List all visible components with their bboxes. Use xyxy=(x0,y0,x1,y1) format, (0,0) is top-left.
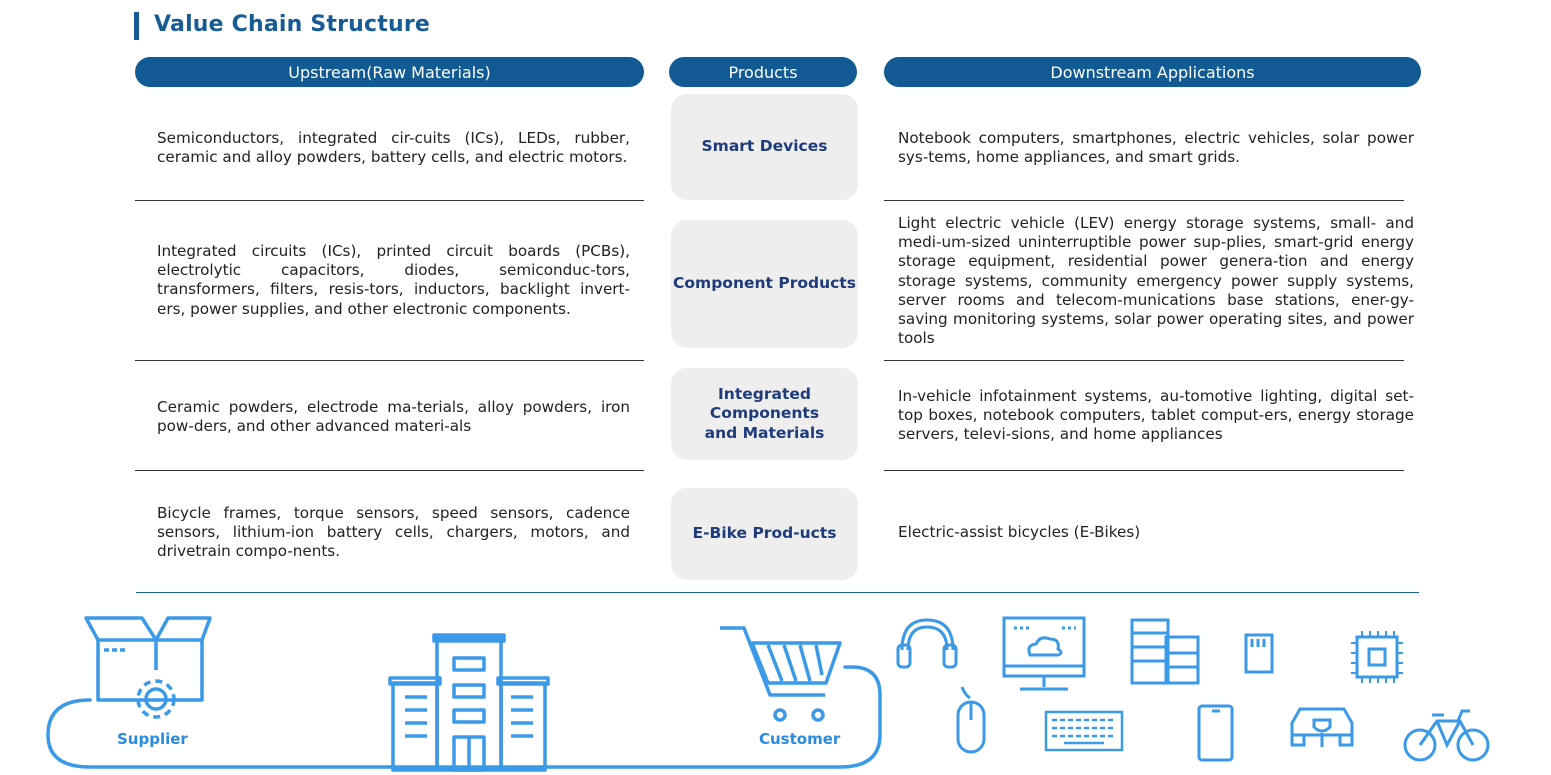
products-header: Products xyxy=(669,57,857,87)
box-gear-icon xyxy=(84,616,212,719)
row-divider-left xyxy=(135,470,644,471)
upstream-header: Upstream(Raw Materials) xyxy=(135,57,644,87)
downstream-cell-1: Notebook computers, smartphones, electri… xyxy=(898,129,1414,167)
upstream-cell-2: Integrated circuits (ICs), printed circu… xyxy=(157,242,630,318)
table-bottom-line xyxy=(136,592,1419,593)
smartphone-icon xyxy=(1197,704,1234,762)
customer-label: Customer xyxy=(759,730,841,748)
factory-building-icon xyxy=(388,633,550,772)
row-divider-right xyxy=(884,360,1404,361)
downstream-cell-3: In-vehicle infotainment systems, au-tomo… xyxy=(898,387,1414,444)
monitor-cloud-icon xyxy=(1002,616,1086,691)
flow-track xyxy=(46,665,882,769)
upstream-cell-4: Bicycle frames, torque sensors, speed se… xyxy=(157,504,630,561)
row-divider-left xyxy=(135,200,644,201)
value-chain-illustration xyxy=(46,616,1490,772)
row-divider-left xyxy=(135,360,644,361)
product-cell-2: Component Products xyxy=(671,220,858,348)
keyboard-icon xyxy=(1044,710,1124,752)
mouse-icon xyxy=(956,686,986,754)
supplier-label: Supplier xyxy=(117,730,188,748)
downstream-cell-4: Electric-assist bicycles (E-Bikes) xyxy=(898,523,1141,541)
server-rack-icon xyxy=(1130,618,1200,685)
title-accent-bar xyxy=(134,12,139,40)
bicycle-icon xyxy=(1403,709,1490,762)
page-title: Value Chain Structure xyxy=(154,12,431,37)
upstream-cell-1: Semiconductors, integrated cir-cuits (IC… xyxy=(157,129,630,167)
product-cell-1: Smart Devices xyxy=(671,94,858,200)
product-cell-4: E-Bike Prod-ucts xyxy=(671,488,858,580)
sd-card-icon xyxy=(1244,633,1274,674)
shopping-cart-icon xyxy=(720,626,842,722)
row-divider-right xyxy=(884,200,1404,201)
upstream-cell-3: Ceramic powders, electrode ma-terials, a… xyxy=(157,398,630,436)
downstream-header: Downstream Applications xyxy=(884,57,1421,87)
downstream-cell-2: Light electric vehicle (LEV) energy stor… xyxy=(898,214,1414,348)
product-cell-3: Integrated Components and Materials xyxy=(671,368,858,460)
row-divider-right xyxy=(884,470,1404,471)
chip-icon xyxy=(1351,631,1403,683)
electric-car-icon xyxy=(1290,707,1354,747)
headphones-icon xyxy=(896,618,958,669)
